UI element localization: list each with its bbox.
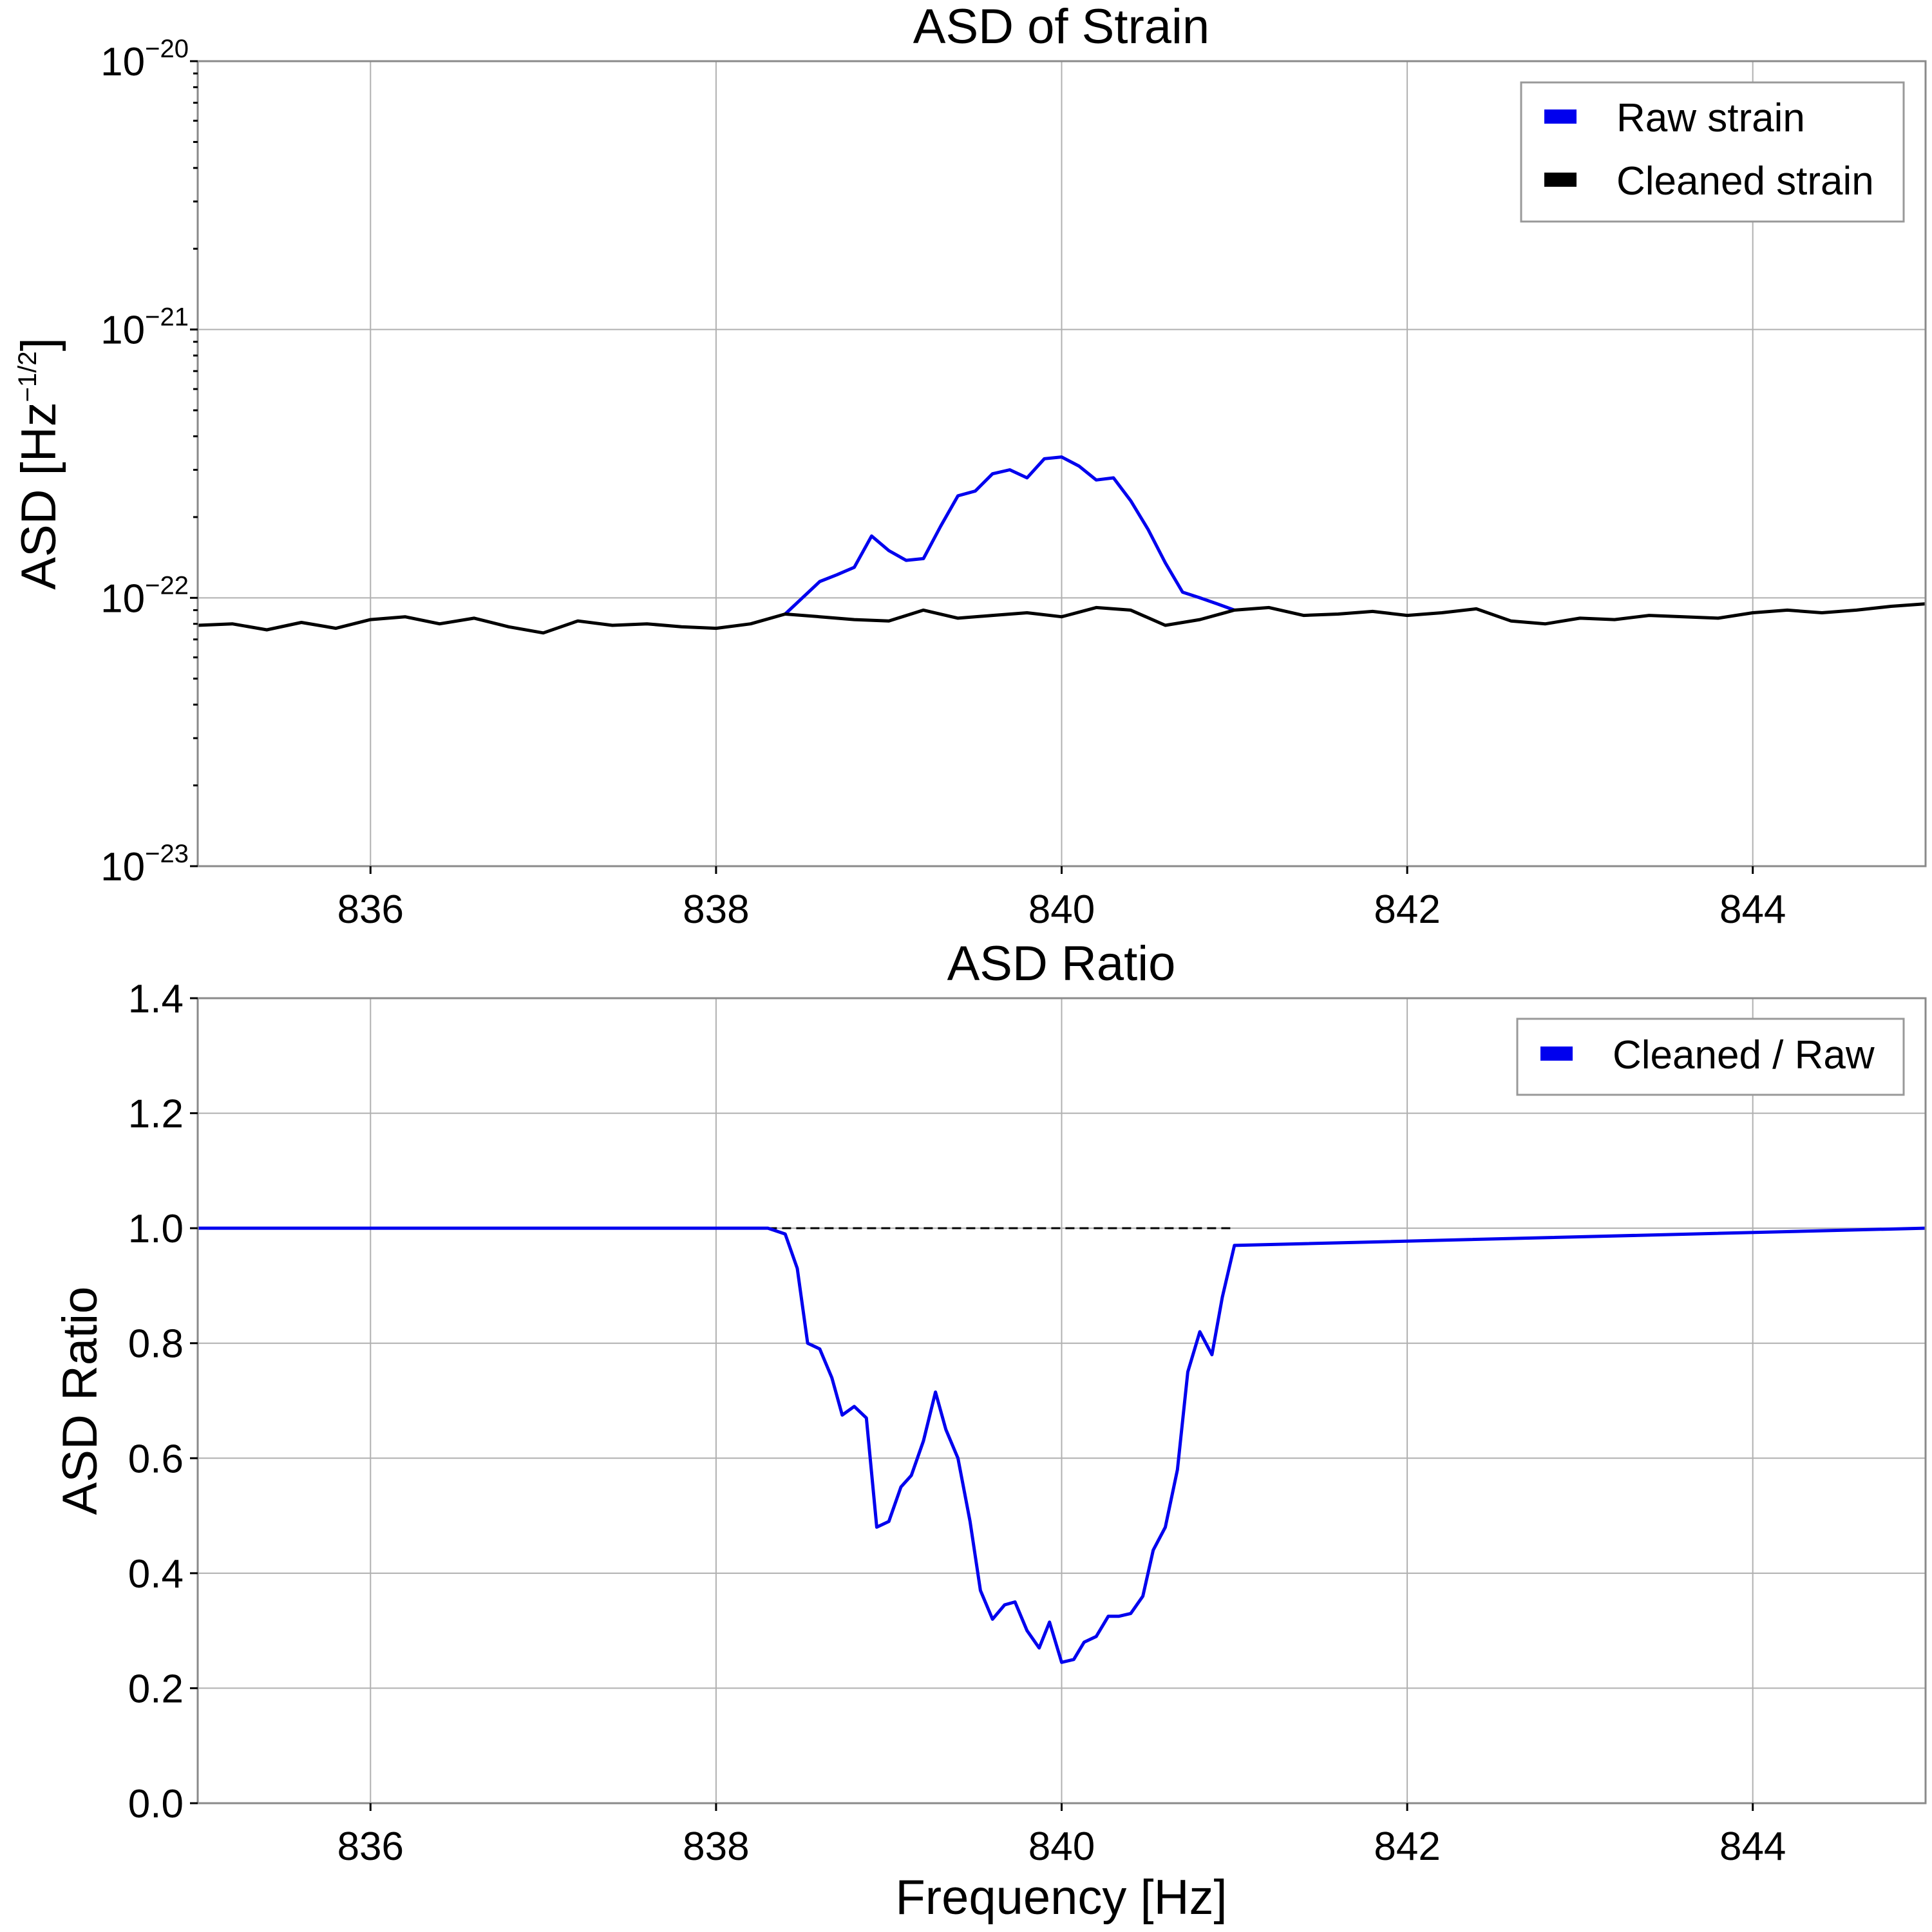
asd-strain-xtick-label: 836 <box>337 887 404 932</box>
asd-strain-ytick-label: 10−21 <box>100 303 189 353</box>
legend-label-cleaned-strain: Cleaned strain <box>1616 159 1874 204</box>
asd-ratio-ytick-label: 1.2 <box>128 1092 184 1137</box>
asd-strain-title: ASD of Strain <box>913 0 1209 54</box>
asd-strain-ytick-label: 10−23 <box>100 840 189 889</box>
legend-label-raw-strain: Raw strain <box>1616 96 1805 140</box>
series-line-cleaned-strain <box>197 602 1926 635</box>
asd-strain-xtick-label: 838 <box>683 887 749 932</box>
asd-ratio-legend-box <box>1516 1018 1905 1096</box>
asd-strain-series <box>197 455 1926 635</box>
asd-ratio-xtick-label: 838 <box>683 1824 749 1869</box>
asd-ratio-series <box>198 1226 1926 1664</box>
legend-swatch-cleaned-strain <box>1544 173 1577 187</box>
asd-strain-xtick-label: 840 <box>1028 887 1095 932</box>
asd-strain-xtick-label: 844 <box>1719 887 1786 932</box>
asd-ratio-ytick-label: 0.8 <box>128 1322 184 1367</box>
legend-swatch-raw-strain <box>1544 109 1577 124</box>
asd-strain-xtick-label: 842 <box>1374 887 1440 932</box>
asd-ratio-legend: Cleaned / Raw <box>1516 1018 1905 1096</box>
asd-strain-legend: Raw strain Cleaned strain <box>1520 81 1905 223</box>
asd-strain-ylabel: ASD [Hz−1/2] <box>12 337 66 589</box>
asd-strain-ylabel-exp: −1/2 <box>14 351 42 402</box>
asd-ratio-xtick-label: 840 <box>1028 1824 1095 1869</box>
asd-strain-legend-box <box>1520 81 1905 223</box>
asd-ratio-ytick-label: 1.0 <box>128 1207 184 1251</box>
asd-ratio-ytick-label: 0.2 <box>128 1667 184 1711</box>
series-line-raw-strain <box>784 455 1235 616</box>
asd-strain-ylabel-base: ASD [Hz <box>12 402 66 589</box>
asd-strain-ytick-label: 10−22 <box>100 571 189 621</box>
legend-swatch-cleaned-over-raw <box>1540 1046 1573 1061</box>
asd-ratio-ytick-label: 0.0 <box>128 1782 184 1826</box>
asd-ratio-xtick-label: 844 <box>1719 1824 1786 1869</box>
asd-ratio-ticks: 836 838 840 842 844 0.0 0.2 0.4 0.6 0.8 1.0 1.2 1.4 <box>128 977 1786 1869</box>
asd-strain-panel: 836 838 840 842 844 10−23 10−22 10−21 10−20 ASD … <box>12 0 1927 932</box>
asd-strain-ticks: 836 838 840 842 844 10−23 10−22 10−21 10−20 <box>100 35 1786 932</box>
asd-ratio-title: ASD Ratio <box>947 936 1176 991</box>
asd-ratio-ytick-label: 0.4 <box>128 1552 184 1596</box>
asd-strain-ylabel-close: ] <box>12 337 66 351</box>
asd-ratio-ytick-label: 1.4 <box>128 977 184 1021</box>
asd-ratio-panel: 836 838 840 842 8440.00.20.40.60.81.01.21.4 … <box>53 936 1927 1925</box>
asd-ratio-ylabel: ASD Ratio <box>53 1287 108 1515</box>
series-line-cleaned-raw <box>198 1226 1926 1664</box>
asd-ratio-xtick-label: 836 <box>337 1824 404 1869</box>
asd-ratio-ytick-label: 0.6 <box>128 1437 184 1481</box>
asd-strain-ytick-label: 10−20 <box>100 35 189 84</box>
asd-ratio-xlabel: Frequency [Hz] <box>895 1870 1227 1925</box>
legend-label-cleaned-over-raw: Cleaned / Raw <box>1613 1033 1875 1077</box>
asd-ratio-xtick-label: 842 <box>1374 1824 1440 1869</box>
